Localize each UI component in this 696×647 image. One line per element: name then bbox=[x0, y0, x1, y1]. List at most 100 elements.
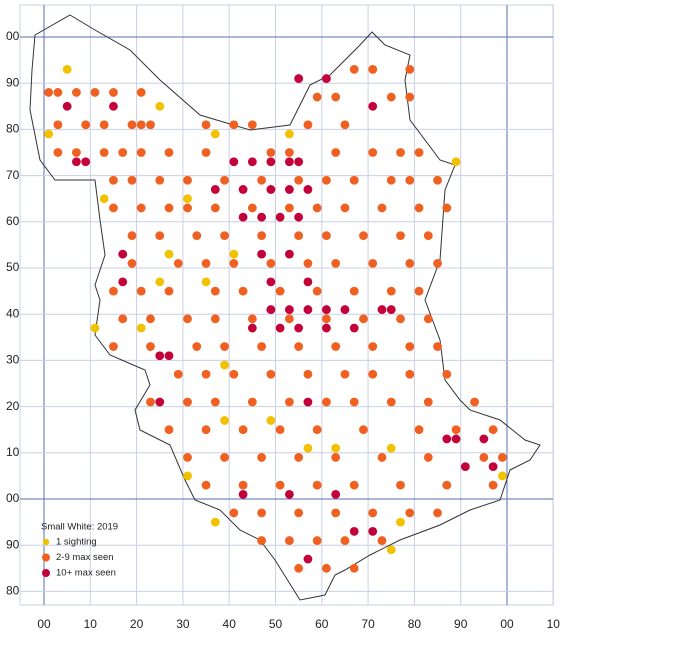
dot bbox=[136, 148, 146, 157]
dot bbox=[359, 314, 368, 324]
dot bbox=[303, 369, 313, 379]
dot bbox=[349, 64, 359, 74]
dot bbox=[386, 443, 396, 453]
dot bbox=[44, 88, 54, 97]
dot bbox=[201, 425, 211, 435]
dot bbox=[164, 148, 174, 157]
dot bbox=[368, 526, 378, 536]
dot bbox=[377, 203, 387, 213]
dot bbox=[433, 175, 442, 185]
dot bbox=[322, 74, 331, 83]
dot bbox=[266, 185, 276, 194]
dot bbox=[155, 175, 165, 185]
dot bbox=[257, 231, 267, 241]
dot bbox=[72, 88, 81, 97]
dot bbox=[396, 480, 405, 490]
y-tick-label: 90 bbox=[6, 537, 20, 551]
dot bbox=[284, 489, 294, 499]
dot bbox=[312, 92, 322, 102]
dot bbox=[284, 249, 294, 259]
dot bbox=[433, 508, 442, 518]
dot bbox=[423, 453, 433, 462]
dot bbox=[312, 203, 322, 213]
dot bbox=[331, 258, 341, 268]
dot bbox=[488, 425, 498, 435]
dot bbox=[368, 508, 378, 518]
dot bbox=[414, 148, 424, 157]
dot bbox=[451, 157, 461, 167]
dot bbox=[294, 231, 304, 241]
dot bbox=[303, 443, 313, 453]
dot bbox=[303, 554, 313, 564]
dot bbox=[340, 203, 350, 213]
dot bbox=[247, 203, 257, 213]
dot bbox=[266, 305, 276, 314]
dot bbox=[247, 157, 257, 167]
dot bbox=[479, 453, 489, 462]
legend-label: 2-9 max seen bbox=[56, 552, 114, 563]
dot bbox=[349, 286, 359, 296]
dot bbox=[155, 277, 165, 287]
y-tick-label: 00 bbox=[6, 491, 20, 505]
y-tick-label: 00 bbox=[6, 29, 20, 43]
dot bbox=[201, 258, 211, 268]
y-tick-label: 10 bbox=[6, 445, 20, 459]
dot bbox=[284, 397, 294, 407]
dot bbox=[312, 286, 322, 296]
dot bbox=[266, 277, 276, 287]
dot bbox=[155, 397, 165, 407]
dot bbox=[72, 157, 81, 167]
y-tick-label: 90 bbox=[6, 75, 20, 89]
dot bbox=[201, 369, 211, 379]
dot bbox=[72, 148, 81, 157]
frame bbox=[19, 4, 554, 606]
dot bbox=[220, 416, 229, 425]
dot bbox=[284, 157, 294, 167]
dot bbox=[81, 120, 91, 130]
grid bbox=[20, 5, 554, 605]
dot bbox=[109, 342, 118, 351]
dot bbox=[331, 453, 341, 462]
dot bbox=[62, 101, 72, 111]
dot bbox=[368, 342, 378, 351]
dot bbox=[294, 453, 304, 462]
dot bbox=[312, 425, 322, 435]
dot bbox=[442, 369, 452, 379]
dot bbox=[173, 369, 183, 379]
dot bbox=[368, 369, 378, 379]
dot bbox=[322, 563, 331, 573]
dot bbox=[294, 175, 304, 185]
dot bbox=[99, 148, 109, 157]
x-tick-label: 70 bbox=[361, 617, 375, 631]
dot bbox=[201, 480, 211, 490]
dot bbox=[155, 231, 165, 241]
dot bbox=[127, 258, 137, 268]
county-outline bbox=[29, 14, 541, 601]
dot bbox=[210, 517, 220, 527]
dot bbox=[368, 64, 378, 74]
y-tick-label: 80 bbox=[6, 584, 20, 598]
legend-title: Small White: 2019 bbox=[41, 522, 118, 533]
dot bbox=[377, 536, 387, 545]
dot bbox=[220, 231, 229, 241]
dot bbox=[405, 92, 415, 102]
dot bbox=[183, 453, 192, 462]
dot bbox=[386, 175, 396, 185]
dot bbox=[331, 508, 341, 518]
y-tick-label: 50 bbox=[6, 260, 20, 274]
dot bbox=[210, 185, 220, 194]
dot bbox=[275, 480, 285, 490]
dot bbox=[470, 397, 479, 407]
x-tick-label: 90 bbox=[454, 617, 468, 631]
dot bbox=[405, 369, 415, 379]
dot bbox=[247, 323, 257, 333]
dot bbox=[442, 203, 452, 213]
dot bbox=[53, 120, 63, 130]
dot bbox=[322, 314, 331, 324]
dot bbox=[136, 120, 146, 130]
dot bbox=[340, 369, 350, 379]
dot bbox=[433, 342, 442, 351]
dot bbox=[349, 175, 359, 185]
dot bbox=[247, 120, 257, 130]
